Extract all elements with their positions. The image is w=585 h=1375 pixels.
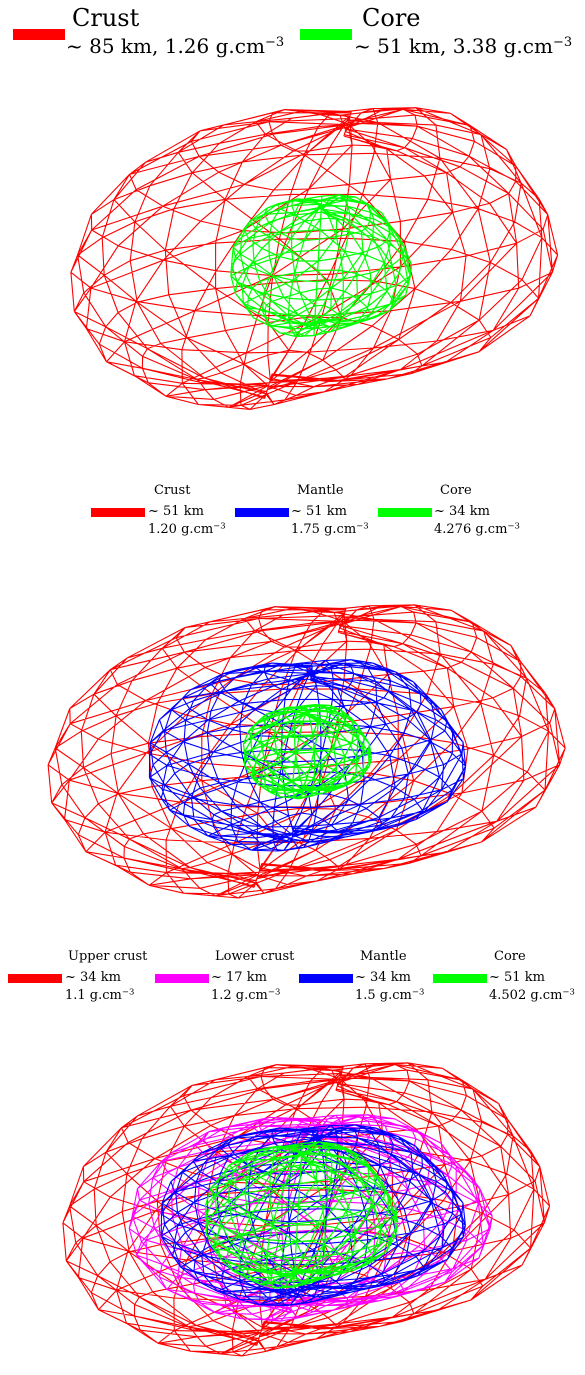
legend-label-mantle: Mantle — [297, 483, 344, 498]
legend-label-core: Core — [494, 949, 526, 964]
core-wireframe — [204, 1141, 399, 1289]
upper-crust-swatch — [8, 974, 62, 983]
wireframe-body-2layer — [70, 107, 559, 410]
lower-crust-swatch — [155, 974, 209, 983]
legend-label-crust: Crust — [154, 483, 191, 498]
legend-thickness-core: ~ 51 km — [489, 970, 545, 985]
panel-two-layer-model: Crust ~ 85 km, 1.26 g.cm−3 Core ~ 51 km,… — [0, 0, 585, 440]
core-swatch — [433, 974, 487, 983]
legend-thickness-upper-crust: ~ 34 km — [65, 970, 121, 985]
mantle-swatch — [235, 508, 289, 517]
wireframe-body-4layer — [62, 1062, 551, 1357]
core-edges — [230, 194, 413, 338]
legend-thickness-lower-crust: ~ 17 km — [211, 970, 267, 985]
legend-thickness-core: ~ 34 km — [434, 504, 490, 519]
legend-density-mantle: 1.75 g.cm−3 — [291, 520, 369, 537]
legend-value-core: ~ 51 km, 3.38 g.cm−3 — [354, 34, 573, 58]
core-edges — [242, 703, 372, 800]
crust-swatch — [91, 508, 145, 517]
panel-three-layer-model: Crust ~ 51 km 1.20 g.cm−3 Mantle ~ 51 km… — [0, 478, 585, 918]
wireframe-body-3layer — [47, 604, 566, 899]
mantle-swatch — [299, 974, 353, 983]
core-swatch — [378, 508, 432, 517]
legend-label-mantle: Mantle — [360, 949, 407, 964]
panel-four-layer-model: Upper crust ~ 34 km 1.1 g.cm−3 Lower cru… — [0, 944, 585, 1375]
mantle-wireframe — [148, 659, 467, 852]
legend-label-lower-crust: Lower crust — [215, 949, 295, 964]
core-edges — [204, 1141, 399, 1289]
legend-thickness-crust: ~ 51 km — [148, 504, 204, 519]
legend-density-core: 4.276 g.cm−3 — [434, 520, 520, 537]
legend-density-mantle: 1.5 g.cm−3 — [355, 986, 425, 1003]
crust-edges — [70, 107, 559, 410]
crust-wireframe — [47, 604, 566, 899]
legend-label-core: Core — [362, 4, 421, 32]
mantle-edges — [148, 659, 467, 852]
crust-edges — [47, 604, 566, 899]
legend-thickness-mantle: ~ 51 km — [291, 504, 347, 519]
legend-label-core: Core — [440, 483, 472, 498]
legend-density-crust: 1.20 g.cm−3 — [148, 520, 226, 537]
legend-label-upper-crust: Upper crust — [68, 949, 148, 964]
core-wireframe — [230, 194, 413, 338]
legend-density-upper-crust: 1.1 g.cm−3 — [65, 986, 135, 1003]
legend-thickness-mantle: ~ 34 km — [355, 970, 411, 985]
crust-wireframe — [70, 107, 559, 410]
core-wireframe — [242, 703, 372, 800]
legend-density-lower-crust: 1.2 g.cm−3 — [211, 986, 281, 1003]
crust-swatch — [13, 29, 65, 40]
core-swatch — [300, 29, 352, 40]
legend-density-core: 4.502 g.cm−3 — [489, 986, 575, 1003]
legend-value-crust: ~ 85 km, 1.26 g.cm−3 — [66, 34, 285, 58]
legend-label-crust: Crust — [72, 4, 140, 32]
